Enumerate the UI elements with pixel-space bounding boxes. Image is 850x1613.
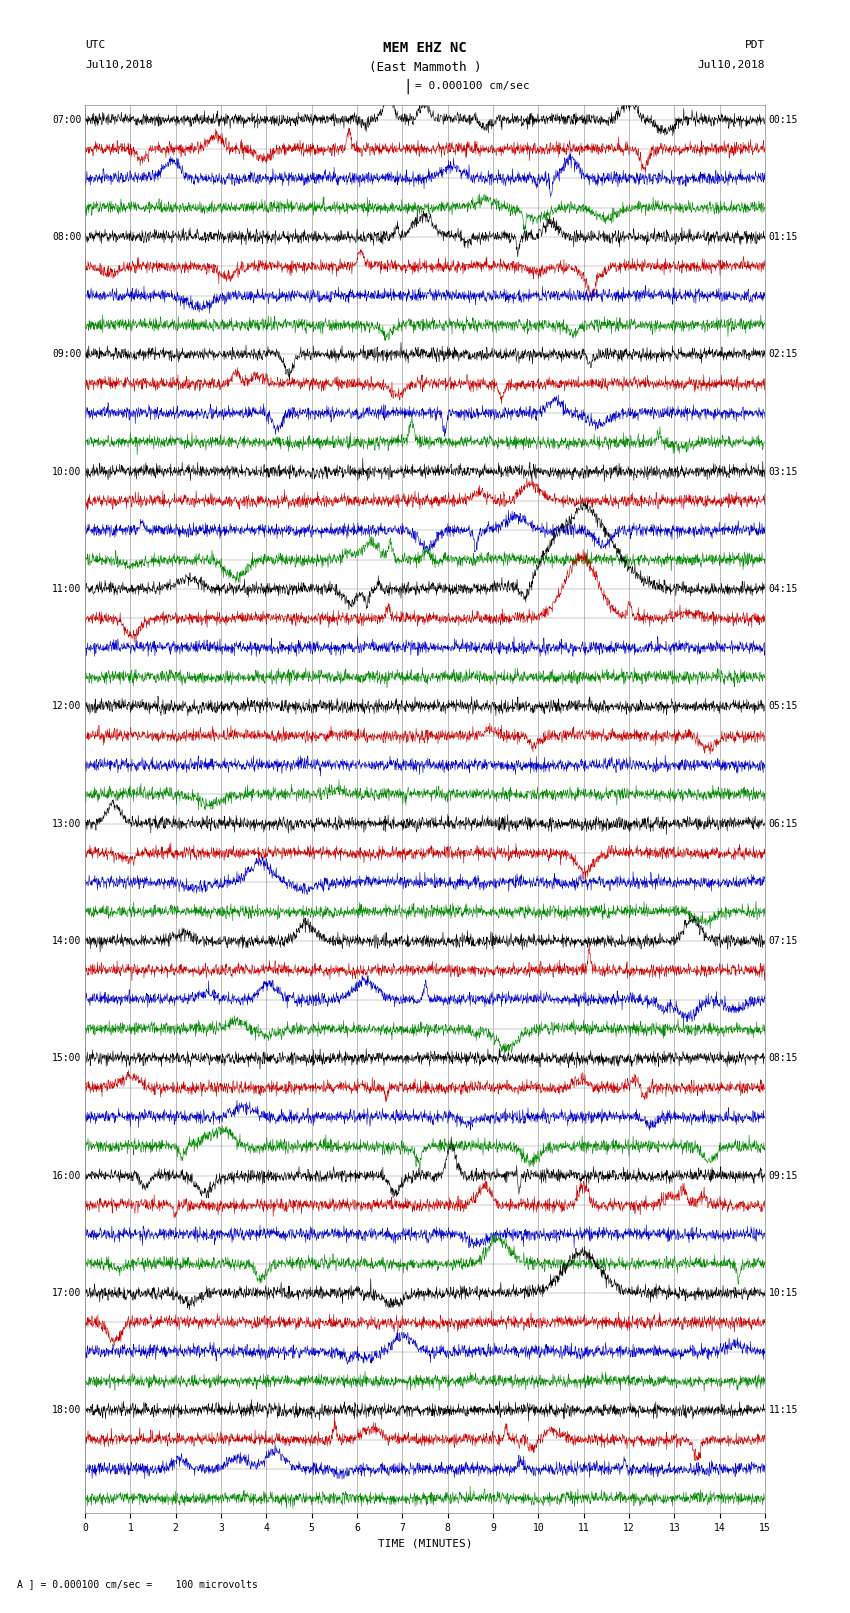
- Text: 11:00: 11:00: [52, 584, 82, 594]
- Text: Jul10,2018: Jul10,2018: [698, 60, 765, 69]
- Text: UTC: UTC: [85, 40, 105, 50]
- Text: PDT: PDT: [745, 40, 765, 50]
- Text: 09:15: 09:15: [768, 1171, 798, 1181]
- Text: 01:15: 01:15: [768, 232, 798, 242]
- Text: 00:15: 00:15: [768, 115, 798, 124]
- Text: 18:00: 18:00: [52, 1405, 82, 1415]
- Text: 06:15: 06:15: [768, 818, 798, 829]
- Text: 17:00: 17:00: [52, 1287, 82, 1298]
- Text: 08:00: 08:00: [52, 232, 82, 242]
- Text: (East Mammoth ): (East Mammoth ): [369, 61, 481, 74]
- Text: 05:15: 05:15: [768, 702, 798, 711]
- Text: 13:00: 13:00: [52, 818, 82, 829]
- Text: 02:15: 02:15: [768, 348, 798, 360]
- Text: 10:00: 10:00: [52, 466, 82, 476]
- Text: MEM EHZ NC: MEM EHZ NC: [383, 42, 467, 55]
- Text: 07:15: 07:15: [768, 936, 798, 945]
- Text: 16:00: 16:00: [52, 1171, 82, 1181]
- Text: ⎥: ⎥: [403, 79, 410, 94]
- Text: 14:00: 14:00: [52, 936, 82, 945]
- Text: 10:15: 10:15: [768, 1287, 798, 1298]
- Text: 03:15: 03:15: [768, 466, 798, 476]
- Text: 08:15: 08:15: [768, 1053, 798, 1063]
- Text: 15:00: 15:00: [52, 1053, 82, 1063]
- Text: = 0.000100 cm/sec: = 0.000100 cm/sec: [415, 81, 530, 92]
- Text: 07:00: 07:00: [52, 115, 82, 124]
- Text: 11:15: 11:15: [768, 1405, 798, 1415]
- Text: 12:00: 12:00: [52, 702, 82, 711]
- Text: Jul10,2018: Jul10,2018: [85, 60, 152, 69]
- Text: 04:15: 04:15: [768, 584, 798, 594]
- Text: 09:00: 09:00: [52, 348, 82, 360]
- X-axis label: TIME (MINUTES): TIME (MINUTES): [377, 1539, 473, 1548]
- Text: A ] = 0.000100 cm/sec =    100 microvolts: A ] = 0.000100 cm/sec = 100 microvolts: [17, 1579, 258, 1589]
